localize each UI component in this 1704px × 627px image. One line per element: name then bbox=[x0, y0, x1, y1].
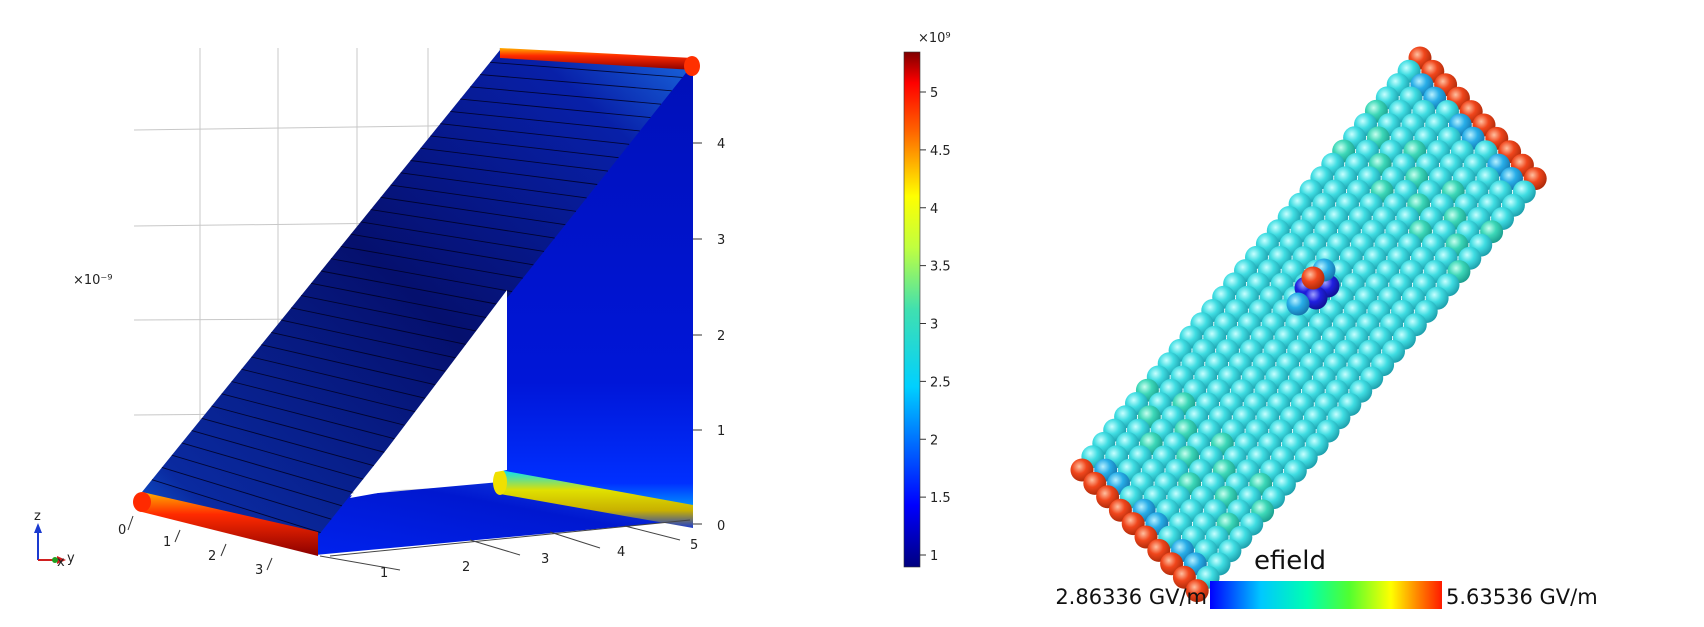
slope-mesh-line bbox=[480, 74, 672, 92]
slope-mesh-line bbox=[271, 331, 449, 373]
slope-mesh-line bbox=[310, 282, 491, 319]
slope-mesh-line bbox=[161, 467, 332, 520]
slope-mesh-line bbox=[281, 319, 460, 359]
legend-max-label: 5.63536 GV/m bbox=[1446, 585, 1598, 609]
slope-mesh-line bbox=[370, 209, 555, 239]
y-tick-label: 5 bbox=[690, 538, 698, 553]
top-red-edge-cap bbox=[684, 56, 700, 76]
slope-mesh-line bbox=[320, 270, 502, 306]
slope-mesh-line bbox=[211, 405, 385, 453]
z-tick-label: 4 bbox=[717, 137, 725, 152]
slope-mesh-line bbox=[291, 307, 470, 346]
colorbar-tick-label: 1 bbox=[930, 549, 938, 564]
slope-mesh-line bbox=[390, 184, 577, 212]
slope-mesh-line bbox=[460, 98, 651, 119]
slope-mesh-line bbox=[261, 344, 438, 386]
left-3d-plot: 4 3 2 1 0 0 1 2 3 1 2 3 4 5 bbox=[34, 48, 725, 581]
slope-face bbox=[142, 50, 693, 546]
slope-mesh-line bbox=[201, 417, 374, 467]
right-sphere-lattice: efield 2.86336 GV/m 5.63536 GV/m bbox=[1055, 46, 1598, 609]
triad-y-label: y bbox=[67, 551, 75, 566]
y-tick-label: 1 bbox=[380, 566, 388, 581]
slope-mesh-line bbox=[231, 381, 406, 426]
defect-atom-sphere bbox=[1304, 286, 1328, 310]
colorbar: ×10⁹ 5 4.5 4 3.5 3 2.5 2 1.5 1 bbox=[903, 31, 951, 568]
slope-mesh-line bbox=[301, 295, 481, 333]
colorbar-tick-label: 3 bbox=[930, 318, 938, 333]
colorbar-gradient bbox=[903, 51, 921, 568]
slope-mesh-line bbox=[191, 430, 364, 480]
z-tick-label: 3 bbox=[717, 233, 725, 248]
defect-atom-sphere bbox=[1286, 292, 1310, 316]
top-red-edge bbox=[500, 48, 693, 70]
slope-mesh-line bbox=[340, 246, 523, 279]
bottom-red-edge-cap bbox=[133, 492, 151, 512]
colorbar-tick-label: 2 bbox=[930, 433, 938, 448]
slope-mesh-line bbox=[181, 442, 353, 493]
colorbar-tick-label: 2.5 bbox=[930, 375, 951, 390]
z-tick-label: 1 bbox=[717, 424, 725, 439]
slope-mesh-line bbox=[440, 123, 630, 145]
colorbar-tick-label: 4 bbox=[930, 202, 938, 217]
colorbar-tick-label: 1.5 bbox=[930, 491, 951, 506]
legend-min-label: 2.86336 GV/m bbox=[1055, 585, 1207, 609]
slope-mesh-line bbox=[221, 393, 396, 440]
colorbar-ticks: 5 4.5 4 3.5 3 2.5 2 1.5 1 bbox=[920, 86, 951, 564]
slope-mesh-line bbox=[350, 233, 534, 266]
y-tick-label: 3 bbox=[541, 552, 549, 567]
legend-gradient-bar bbox=[1210, 581, 1442, 609]
slope-mesh-line bbox=[380, 196, 566, 226]
slope-mesh-line bbox=[420, 147, 608, 172]
slope-mesh-line bbox=[171, 454, 343, 507]
slope-mesh-line bbox=[360, 221, 545, 252]
x-tick-label: 0 bbox=[118, 523, 126, 538]
slope-mesh-lines bbox=[151, 61, 683, 534]
colorbar-tick-label: 5 bbox=[930, 86, 938, 101]
colorbar-tick-label: 3.5 bbox=[930, 260, 951, 275]
triad-x-label: x bbox=[57, 555, 65, 570]
sphere-grid bbox=[1070, 46, 1547, 603]
triangular-opening bbox=[350, 290, 507, 498]
slope-mesh-line bbox=[450, 110, 640, 132]
z-tick-label: 0 bbox=[717, 519, 725, 534]
yellow-edge bbox=[500, 470, 693, 528]
floor-face bbox=[300, 482, 693, 555]
slope-mesh-line bbox=[251, 356, 428, 400]
slope-mesh-line bbox=[330, 258, 513, 293]
defect-atom-sphere bbox=[1301, 266, 1325, 290]
triad-z-label: z bbox=[34, 509, 41, 524]
y-axis-ticks: 1 2 3 4 5 bbox=[319, 519, 698, 581]
coordinate-triad: z x y bbox=[34, 509, 75, 570]
slope-mesh-line bbox=[241, 368, 417, 413]
slope-mesh-line bbox=[470, 86, 662, 105]
slope-mesh-line bbox=[430, 135, 619, 159]
slope-mesh-line bbox=[410, 160, 598, 185]
x-axis-ticks: 0 1 2 3 bbox=[118, 515, 273, 578]
z-axis-ticks: 4 3 2 1 0 bbox=[693, 137, 725, 534]
x-tick-label: 3 bbox=[255, 563, 263, 578]
colorbar-multiplier: ×10⁹ bbox=[918, 31, 951, 46]
slope-mesh-line bbox=[490, 61, 683, 78]
colorbar-tick-label: 4.5 bbox=[930, 144, 951, 159]
x-tick-label: 2 bbox=[208, 549, 216, 564]
atom-sphere bbox=[1185, 579, 1209, 603]
axis-multiplier-label: ×10⁻⁹ bbox=[73, 273, 113, 288]
z-tick-label: 2 bbox=[717, 329, 725, 344]
legend-title: efield bbox=[1254, 546, 1326, 576]
x-tick-label: 1 bbox=[163, 535, 171, 550]
yellow-edge-cap bbox=[493, 469, 507, 495]
slope-mesh-line bbox=[151, 479, 321, 534]
bottom-red-edge bbox=[142, 492, 318, 556]
y-tick-label: 2 bbox=[462, 560, 470, 575]
slope-mesh-line bbox=[400, 172, 587, 199]
y-tick-label: 4 bbox=[617, 545, 625, 560]
